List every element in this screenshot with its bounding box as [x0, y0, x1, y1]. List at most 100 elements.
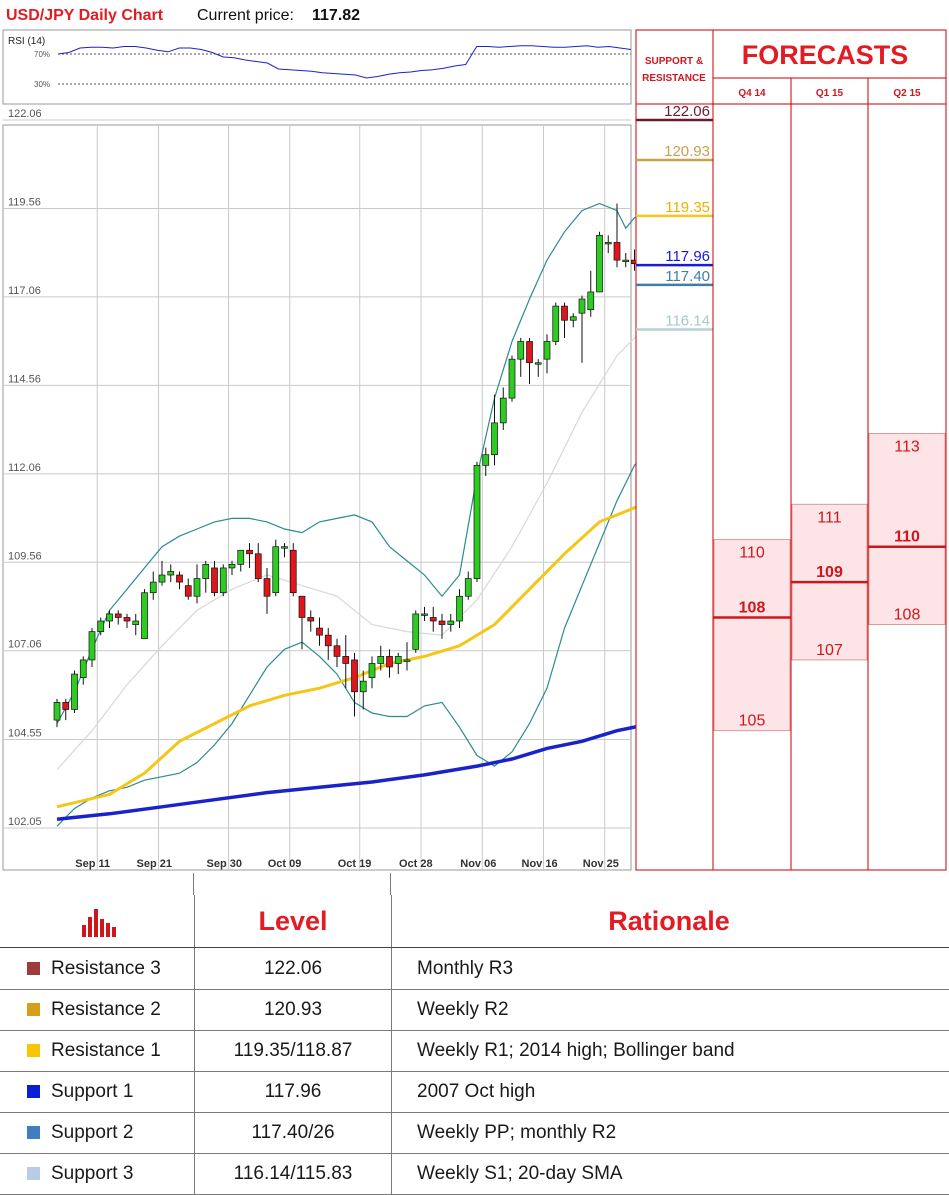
row-rationale: Weekly R1; 2014 high; Bollinger band — [417, 1040, 735, 1061]
candle — [114, 610, 122, 625]
forecast-high-label: 111 — [817, 509, 841, 526]
candle — [473, 461, 481, 583]
candle — [622, 253, 630, 268]
row-level: 119.35/118.87 — [194, 1030, 392, 1071]
row-name-cell: Support 2 — [0, 1112, 193, 1153]
candles — [53, 203, 656, 728]
row-color-swatch — [27, 1003, 40, 1016]
candle — [394, 652, 402, 675]
forecast-mid-label: 110 — [894, 529, 920, 546]
forecast-low-label: 105 — [739, 713, 766, 730]
sma20-line — [56, 319, 653, 771]
row-level: 122.06 — [194, 948, 392, 989]
header-rationale: Rationale — [608, 906, 730, 936]
candle — [228, 560, 236, 576]
chart-area: USD/JPY Daily Chart Current price: 117.8… — [2, 7, 947, 871]
candle — [377, 645, 385, 671]
rsi-panel — [2, 29, 632, 105]
table-row: Support 1 117.96 2007 Oct high — [0, 1071, 949, 1113]
y-tick-label: 119.56 — [8, 196, 41, 208]
table-row: Resistance 1 119.35/118.87 Weekly R1; 2014… — [0, 1030, 949, 1072]
row-rationale: Weekly R2 — [417, 999, 509, 1020]
bollinger-upper-line — [56, 202, 653, 724]
candle — [106, 610, 113, 629]
y-tick-label: 112.06 — [8, 462, 41, 474]
candle — [167, 564, 175, 583]
row-name-cell: Support 3 — [0, 1153, 193, 1194]
candle — [254, 543, 262, 583]
sma100-line — [56, 721, 653, 821]
row-rationale: Weekly PP; monthly R2 — [417, 1122, 617, 1143]
row-name: Support 3 — [51, 1163, 134, 1184]
sr-level-label: 122.06 — [664, 103, 710, 120]
candle — [298, 595, 306, 650]
table-top-divider-1 — [193, 873, 194, 895]
candle — [578, 295, 586, 363]
candle — [351, 652, 358, 717]
y-axis: 122.06 119.56 117.06 114.56 112.06 109.56 107.… — [8, 108, 42, 828]
candle — [88, 628, 96, 668]
forecast-mid-label: 109 — [816, 564, 843, 581]
x-tick-label: Nov 06 — [460, 858, 496, 870]
forecast-col-label: Q2 15 — [893, 88, 921, 99]
forecast-low-label: 107 — [816, 642, 843, 659]
candle — [543, 334, 551, 374]
y-tick-label: 107.06 — [8, 639, 42, 651]
rsi-level-30: 30% — [34, 80, 50, 89]
row-color-swatch — [27, 1126, 40, 1139]
candle — [79, 656, 87, 685]
x-tick-label: Sep 11 — [75, 858, 110, 870]
y-tick-label: 109.56 — [8, 550, 42, 562]
indicator-lines — [56, 202, 653, 827]
candle — [596, 231, 603, 293]
table-row: Support 2 117.40/26 Weekly PP; monthly R2 — [0, 1112, 949, 1154]
row-name: Resistance 2 — [51, 999, 161, 1020]
rsi-label: RSI (14) — [8, 36, 45, 47]
x-tick-label: Oct 09 — [268, 858, 302, 870]
candle — [141, 589, 148, 640]
candle — [333, 638, 341, 668]
sr-level-label: 119.35 — [665, 199, 710, 216]
row-level: 117.96 — [194, 1071, 392, 1112]
y-tick-label: 117.06 — [8, 285, 41, 297]
x-tick-label: Oct 19 — [338, 858, 372, 870]
x-tick-label: Sep 21 — [137, 858, 172, 870]
candle — [289, 543, 297, 597]
candle — [482, 447, 490, 476]
candle — [386, 649, 393, 678]
forecast-range — [868, 433, 946, 625]
row-color-swatch — [27, 1085, 40, 1098]
candle — [438, 613, 446, 639]
candle — [534, 359, 542, 377]
candle — [447, 613, 455, 632]
row-name-cell: Resistance 3 — [0, 948, 193, 989]
row-color-swatch — [27, 1044, 40, 1057]
table-row: Resistance 3 122.06 Monthly R3 — [0, 948, 949, 990]
candle — [53, 698, 61, 728]
table-header: Level Rationale — [0, 895, 949, 948]
row-color-swatch — [27, 962, 40, 975]
candle — [456, 589, 463, 629]
candle — [316, 617, 323, 646]
row-level: 120.93 — [194, 989, 392, 1030]
forecasts-panel: FORECASTS Q4 14 110 108 105 Q1 15 111 109 107 Q2… — [712, 29, 947, 871]
candle — [184, 578, 192, 600]
candle — [272, 539, 280, 597]
header-level: Level — [194, 895, 392, 947]
candle — [491, 394, 498, 466]
candle — [526, 337, 533, 384]
row-name: Resistance 3 — [51, 958, 161, 979]
row-level: 116.14/115.83 — [194, 1153, 392, 1194]
candle — [132, 613, 140, 636]
sr-level-label: 116.14 — [665, 312, 710, 329]
x-axis: Sep 11 Sep 21 Sep 30 Oct 09 Oct 19 Oct 28 Nov … — [75, 858, 619, 870]
candle — [368, 656, 376, 689]
candle — [149, 571, 157, 600]
candle — [613, 203, 621, 268]
support-resistance-panel: SUPPORT & RESISTANCE 122.06 120.93 119.35 1… — [635, 29, 714, 871]
candle — [324, 628, 332, 660]
candle — [211, 560, 218, 597]
forecast-range — [713, 539, 791, 732]
candle — [587, 270, 595, 317]
x-tick-label: Oct 28 — [399, 858, 433, 870]
